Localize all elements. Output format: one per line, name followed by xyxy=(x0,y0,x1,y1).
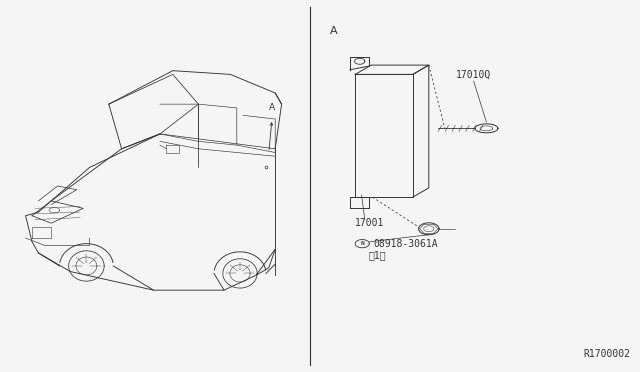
Text: 17001: 17001 xyxy=(355,218,385,228)
Text: 〈1〉: 〈1〉 xyxy=(369,250,387,260)
Text: 17010Q: 17010Q xyxy=(456,70,492,80)
Text: A: A xyxy=(330,26,337,36)
Text: R1700002: R1700002 xyxy=(584,349,630,359)
Text: N: N xyxy=(360,241,364,246)
Text: A: A xyxy=(269,103,275,112)
Text: 08918-3061A: 08918-3061A xyxy=(373,239,438,248)
